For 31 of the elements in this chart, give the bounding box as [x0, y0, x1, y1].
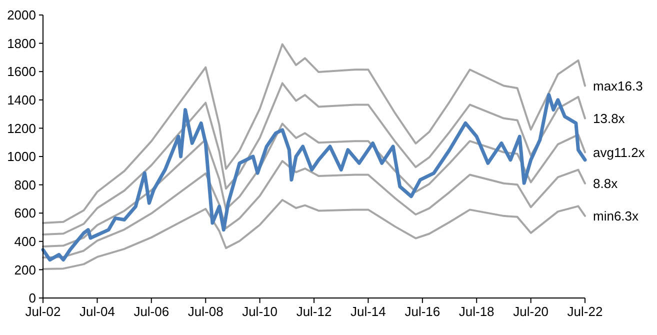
x-tick-label: Jul-22 — [567, 304, 603, 319]
line-series — [41, 93, 587, 262]
series-label: max16.3 — [593, 78, 643, 94]
x-tick-label: Jul-14 — [350, 304, 386, 319]
series-label: 13.8x — [593, 110, 626, 126]
y-tick-label: 2000 — [7, 8, 36, 23]
y-tick-label: 1200 — [7, 120, 36, 136]
x-tick-label: Jul-16 — [404, 304, 440, 319]
y-tick-label: 200 — [14, 262, 36, 278]
series-label: 8.8x — [593, 176, 618, 191]
series-label: avg11.2x — [593, 144, 646, 160]
x-tick-label: Jul-12 — [296, 304, 332, 319]
line-series — [42, 122, 586, 248]
y-tick-label: 1600 — [7, 64, 36, 80]
series-label: min6.3x — [593, 208, 640, 224]
y-tick-label: 1800 — [7, 36, 36, 51]
x-tick-label: Jul-18 — [458, 304, 494, 319]
y-tick-label: 0 — [28, 290, 36, 306]
x-tick-label: Jul-04 — [80, 304, 115, 319]
y-tick-label: 600 — [14, 206, 36, 221]
y-tick-label: 400 — [14, 234, 36, 249]
x-tick-label: Jul-20 — [513, 304, 549, 319]
line-series — [42, 198, 586, 270]
y-tick-label: 1400 — [7, 92, 36, 108]
line-series — [42, 160, 586, 259]
x-tick-label: Jul-08 — [188, 304, 224, 319]
y-tick-label: 800 — [14, 177, 36, 192]
y-tick-label: 1000 — [7, 149, 36, 164]
x-tick-label: Jul-10 — [242, 304, 278, 319]
x-tick-label: Jul-02 — [25, 304, 61, 319]
x-tick-label: Jul-06 — [134, 304, 170, 319]
